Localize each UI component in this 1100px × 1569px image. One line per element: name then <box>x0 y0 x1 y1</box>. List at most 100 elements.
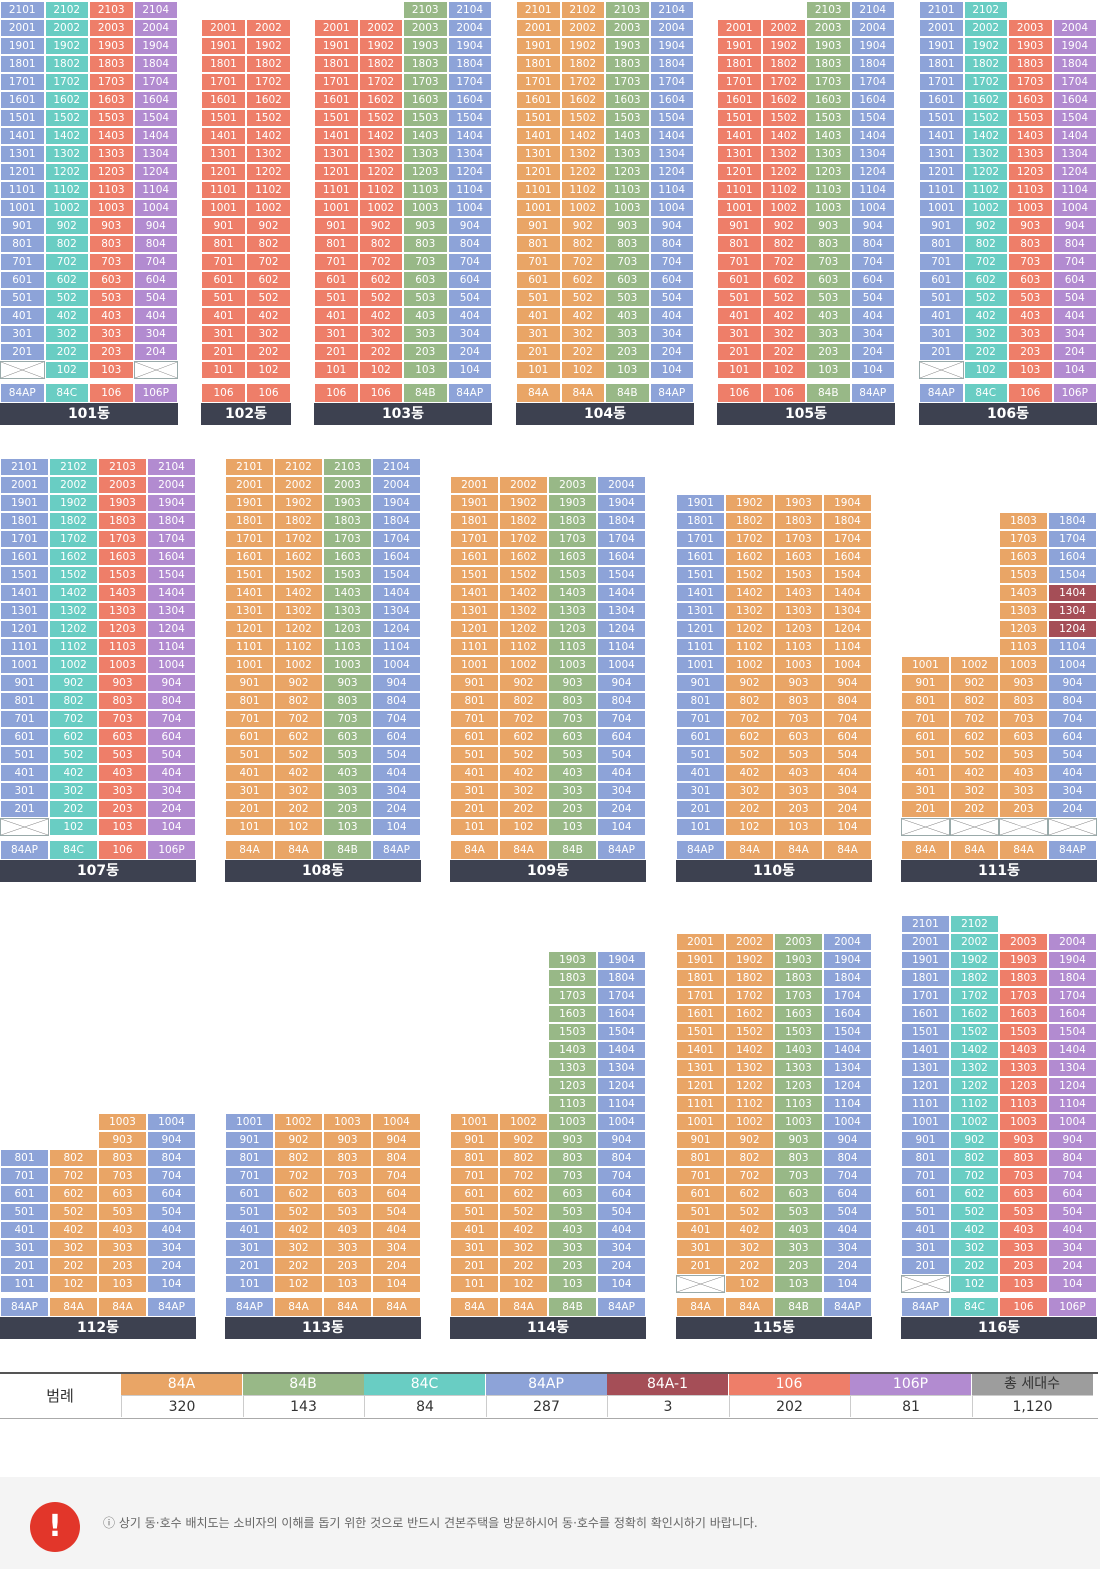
unit-cell: 102 <box>560 361 605 379</box>
unit-cell: 1501 <box>0 566 49 584</box>
unit-type-label: 106 <box>201 383 246 403</box>
unit-cell: 1204 <box>372 620 421 638</box>
unit-cell: 402 <box>358 307 403 325</box>
unit-cell: 1301 <box>516 145 561 163</box>
unit-cell: 2003 <box>403 19 448 37</box>
unit-cell: 1702 <box>963 73 1008 91</box>
unit-cell: 901 <box>901 1131 950 1149</box>
unit-cell: 1901 <box>450 494 499 512</box>
unit-cell: 2003 <box>1008 19 1053 37</box>
unit-cell: 104 <box>597 818 646 836</box>
unit-cell: 1102 <box>246 181 291 199</box>
unit-type-label: 84A <box>274 1297 323 1317</box>
unit-cell: 1802 <box>725 512 774 530</box>
unit-cell: 904 <box>597 674 646 692</box>
unit-cell: 203 <box>548 800 597 818</box>
unit-cell: 704 <box>823 710 872 728</box>
unit-cell: 1001 <box>0 199 45 217</box>
unit-cell: 1401 <box>676 584 725 602</box>
unit-cell: 1101 <box>717 181 762 199</box>
unit-cell: 1804 <box>372 512 421 530</box>
unit-cell: 2003 <box>806 19 851 37</box>
unit-cell: 903 <box>806 217 851 235</box>
unit-cell: 1604 <box>850 91 895 109</box>
unit-cell: 502 <box>725 746 774 764</box>
unit-cell: 504 <box>1048 1203 1097 1221</box>
unit-cell: 1401 <box>676 1041 725 1059</box>
unit-cell: 1302 <box>950 1059 999 1077</box>
unit-cell: 104 <box>147 1275 196 1293</box>
unit-cell: 2102 <box>963 1 1008 19</box>
unit-cell: 201 <box>450 800 499 818</box>
unit-cell: 303 <box>999 782 1048 800</box>
unit-cell: 702 <box>963 253 1008 271</box>
unit-cell: 1501 <box>314 109 359 127</box>
unit-cell: 403 <box>98 764 147 782</box>
unit-cell: 1102 <box>358 181 403 199</box>
unit-cell: 102 <box>963 361 1008 379</box>
unit-cell: 1004 <box>447 199 492 217</box>
unit-type-label: 84AP <box>649 383 694 403</box>
unit-cell: 604 <box>372 728 421 746</box>
unit-cell: 1002 <box>246 199 291 217</box>
unit-type-label: 84A <box>372 1297 421 1317</box>
unit-cell: 1602 <box>358 91 403 109</box>
unit-cell: 202 <box>725 800 774 818</box>
unit-cell: 1402 <box>499 584 548 602</box>
unit-cell: 1104 <box>850 181 895 199</box>
unit-cell: 401 <box>225 1221 274 1239</box>
unit-cell: 1003 <box>806 199 851 217</box>
unit-cell: 1202 <box>963 163 1008 181</box>
unit-cell: 504 <box>823 746 872 764</box>
unit-cell: 203 <box>89 343 134 361</box>
unit-cell: 1202 <box>246 163 291 181</box>
unit-cell: 201 <box>676 800 725 818</box>
unit-cell: 804 <box>133 235 178 253</box>
unit-cell: 1903 <box>605 37 650 55</box>
unit-cell: 704 <box>1048 710 1097 728</box>
unit-cell: 1004 <box>597 656 646 674</box>
unit-cell: 1002 <box>725 656 774 674</box>
unit-cell: 1802 <box>560 55 605 73</box>
building-label: 111동 <box>901 860 1097 882</box>
unit-cell: 1303 <box>98 602 147 620</box>
unit-cell: 1604 <box>147 548 196 566</box>
unit-cell: 301 <box>676 782 725 800</box>
unit-type-label: 84A <box>560 383 605 403</box>
unit-cell: 802 <box>761 235 806 253</box>
unit-cell: 1602 <box>761 91 806 109</box>
unit-cell: 803 <box>774 692 823 710</box>
unit-type-label: 106 <box>999 1297 1048 1317</box>
empty-unit <box>919 361 964 379</box>
unit-cell: 803 <box>89 235 134 253</box>
unit-cell: 203 <box>323 800 372 818</box>
unit-cell: 803 <box>98 1149 147 1167</box>
unit-cell: 104 <box>823 818 872 836</box>
unit-cell: 1402 <box>761 127 806 145</box>
unit-cell: 502 <box>358 289 403 307</box>
unit-cell: 902 <box>358 217 403 235</box>
unit-cell: 1302 <box>761 145 806 163</box>
unit-cell: 602 <box>950 1185 999 1203</box>
unit-cell: 1102 <box>963 181 1008 199</box>
unit-cell: 903 <box>89 217 134 235</box>
unit-cell: 1503 <box>98 566 147 584</box>
unit-type-label: 84B <box>323 840 372 860</box>
unit-cell: 1203 <box>806 163 851 181</box>
unit-cell: 403 <box>999 764 1048 782</box>
unit-cell: 403 <box>323 764 372 782</box>
unit-cell: 602 <box>49 728 98 746</box>
unit-cell: 2004 <box>649 19 694 37</box>
unit-type-label: 84A <box>725 840 774 860</box>
unit-cell: 403 <box>403 307 448 325</box>
unit-cell: 403 <box>89 307 134 325</box>
unit-cell: 1601 <box>0 548 49 566</box>
unit-cell: 303 <box>98 1239 147 1257</box>
unit-cell: 603 <box>774 728 823 746</box>
unit-cell: 1604 <box>1048 548 1097 566</box>
unit-cell: 1204 <box>1052 163 1097 181</box>
unit-cell: 201 <box>0 800 49 818</box>
unit-cell: 1104 <box>133 181 178 199</box>
unit-cell: 701 <box>225 1167 274 1185</box>
notice-text: ⓘ 상기 동·호수 배치도는 소비자의 이해를 돕기 위한 것으로 반드시 견본… <box>103 1516 758 1530</box>
